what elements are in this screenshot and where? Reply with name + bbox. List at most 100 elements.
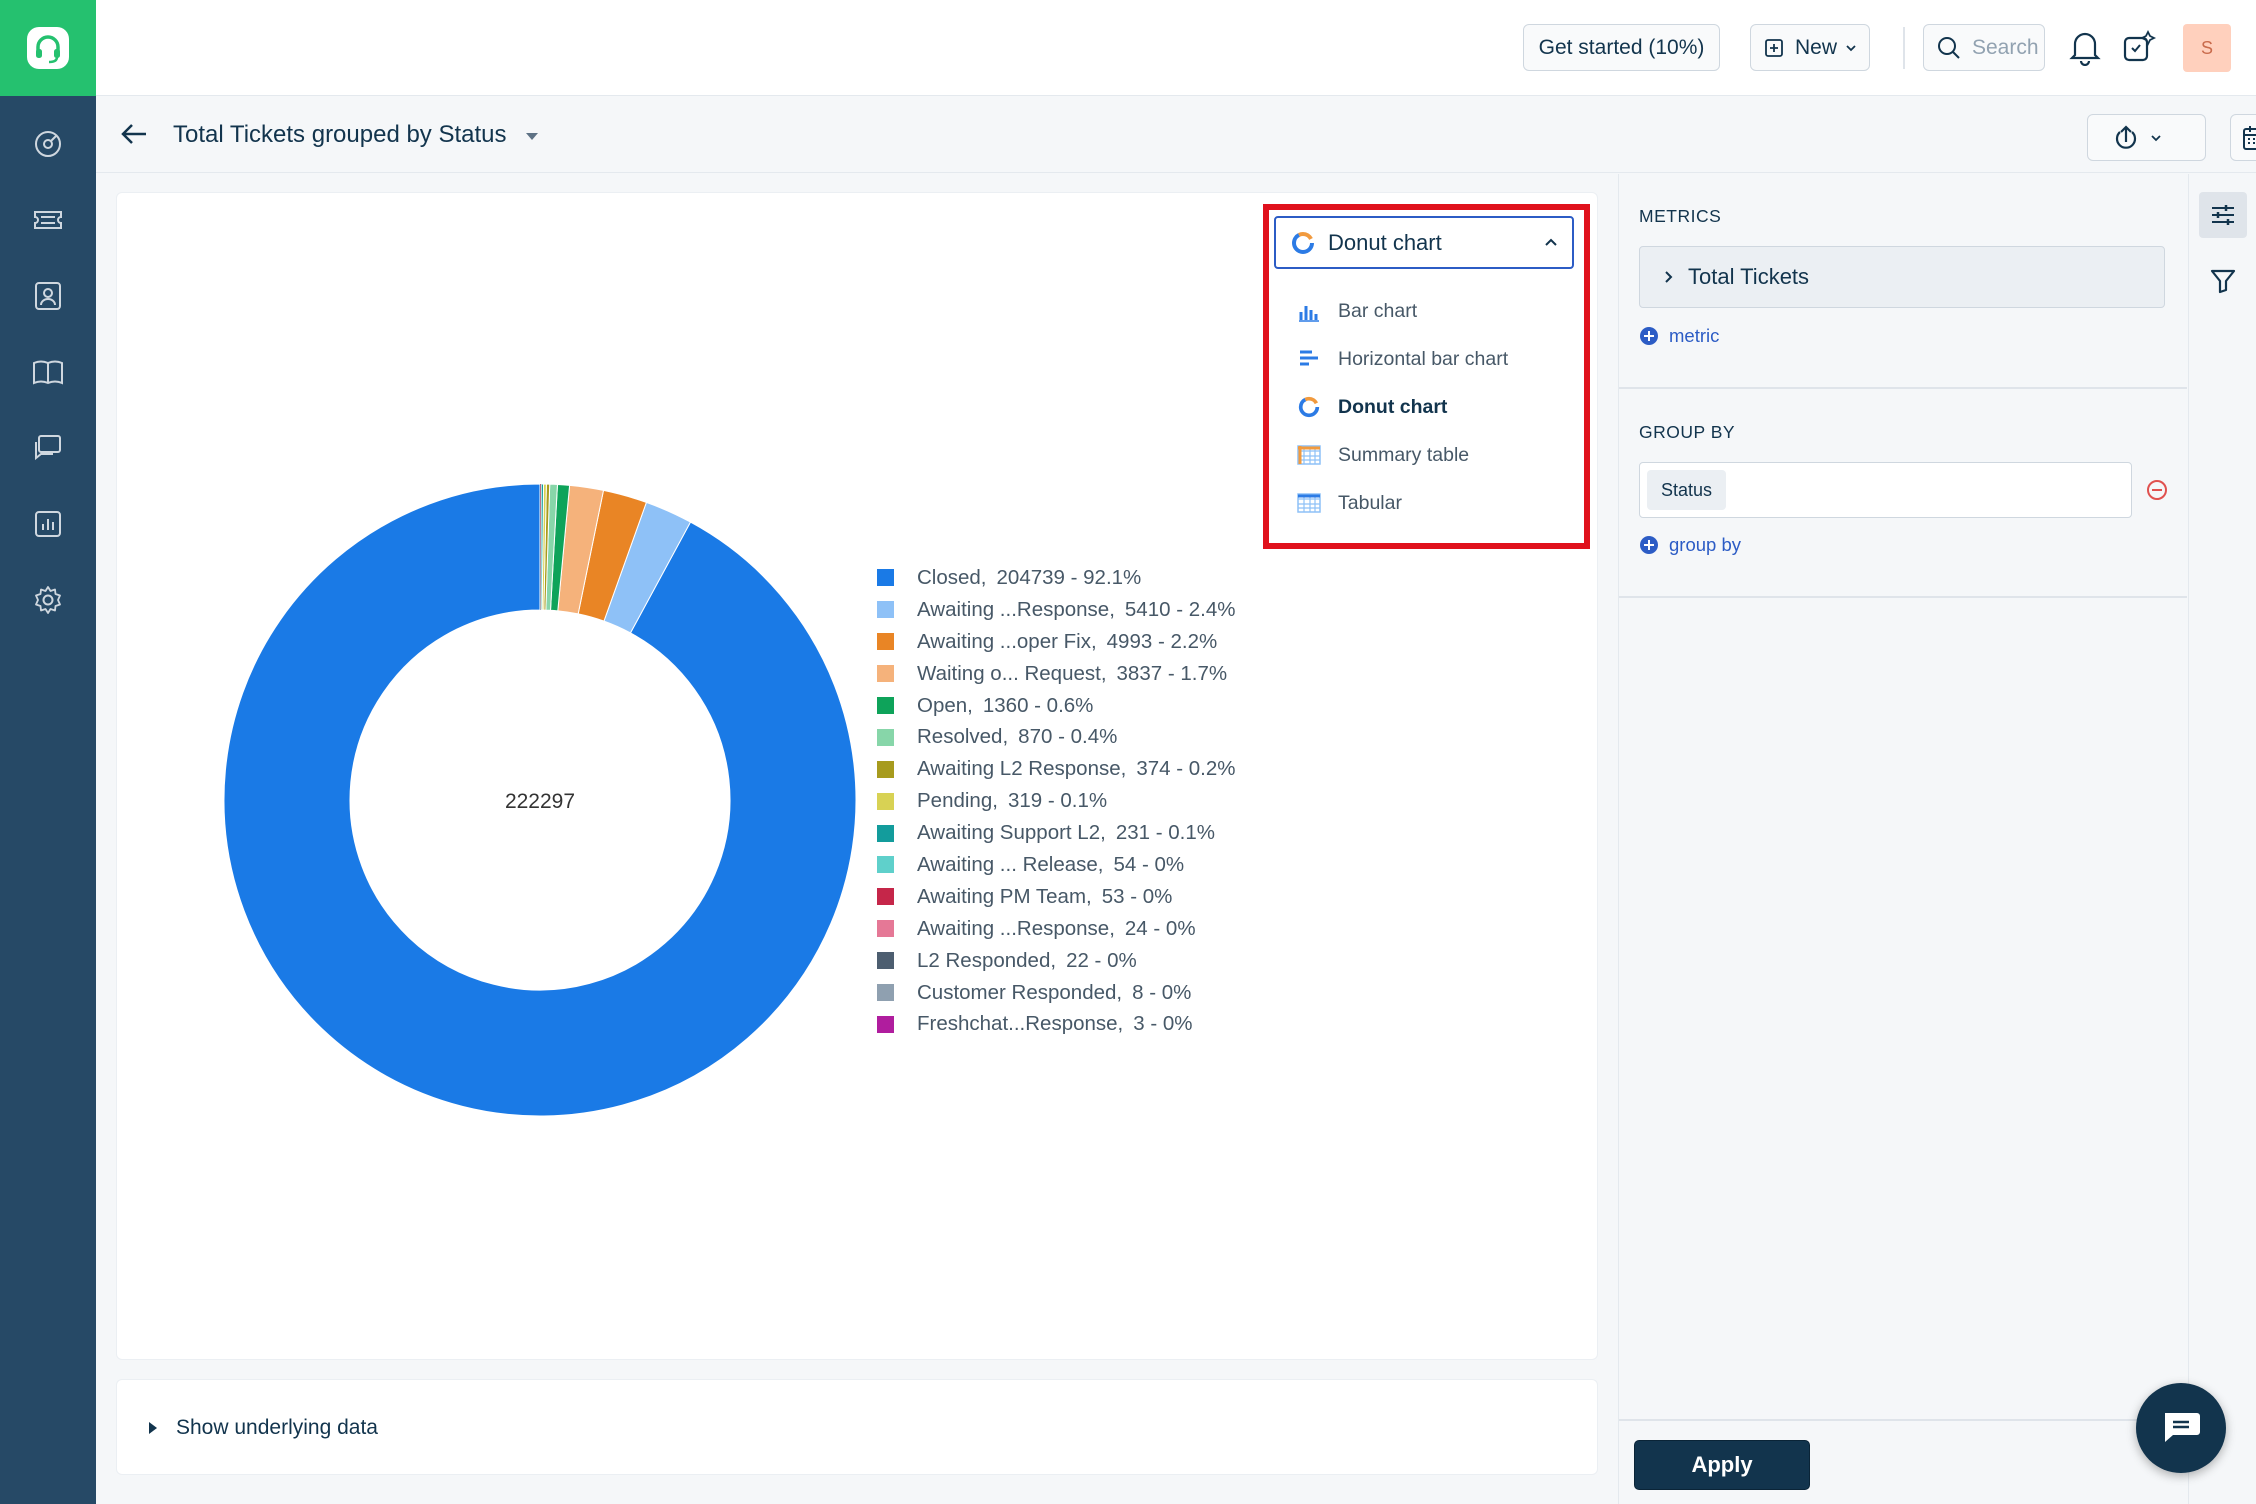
chevron-down-icon	[1846, 44, 1856, 51]
remove-groupby-icon[interactable]	[2146, 479, 2168, 506]
groupby-chip[interactable]: Status	[1647, 470, 1727, 510]
donut-slice[interactable]	[223, 483, 857, 1117]
chat-bubble-icon	[2165, 1413, 2200, 1442]
chart-option-tabular[interactable]: Tabular	[1274, 480, 1576, 526]
legend-value: 22 - 0%	[1066, 948, 1137, 972]
tickets-icon[interactable]	[28, 200, 68, 240]
report-subheader: Total Tickets grouped by Status	[96, 97, 2256, 173]
add-metric-link[interactable]: metric	[1639, 325, 1719, 347]
legend-item[interactable]: Freshchat...Response, 3 - 0%	[877, 1008, 1235, 1040]
legend-label: Resolved,	[917, 725, 1009, 749]
horizontal-bar-chart-icon	[1296, 346, 1322, 372]
highlight-box	[1263, 204, 1590, 549]
legend-item[interactable]: Awaiting L2 Response, 374 - 0.2%	[877, 753, 1235, 785]
donut-chart: 222297	[223, 483, 857, 1117]
chevron-up-icon	[1545, 238, 1557, 246]
legend-swatch	[877, 760, 894, 778]
report-config-panel: METRICS Total Tickets metric GROUP BY St…	[1618, 174, 2187, 1504]
export-button[interactable]	[2087, 114, 2206, 161]
legend-item[interactable]: Resolved, 870 - 0.4%	[877, 721, 1235, 753]
legend-label: Awaiting Support L2,	[917, 821, 1106, 845]
footer-divider	[1619, 1419, 2187, 1421]
chart-option-bar[interactable]: Bar chart	[1274, 288, 1576, 334]
side-toolbar	[2188, 174, 2256, 1504]
legend-value: 4993 - 2.2%	[1106, 629, 1218, 653]
plus-box-icon	[1765, 38, 1783, 57]
solutions-book-icon[interactable]	[28, 352, 68, 392]
contacts-icon[interactable]	[28, 276, 68, 316]
legend-value: 5410 - 2.4%	[1124, 597, 1236, 621]
page-title[interactable]: Total Tickets grouped by Status	[173, 121, 539, 149]
bar-chart-icon	[1296, 298, 1322, 324]
get-started-label: Get started (10%)	[1538, 35, 1705, 59]
legend-swatch	[877, 569, 894, 587]
legend-item[interactable]: Awaiting ...Response, 24 - 0%	[877, 913, 1235, 945]
legend-item[interactable]: Awaiting ...oper Fix, 4993 - 2.2%	[877, 626, 1235, 658]
chart-type-select[interactable]: Donut chart	[1274, 216, 1574, 269]
chart-option-horizontal-bar[interactable]: Horizontal bar chart	[1274, 336, 1576, 382]
settings-gear-icon[interactable]	[28, 580, 68, 620]
legend-label: Waiting o... Request,	[917, 661, 1107, 685]
groupby-chip-label: Status	[1661, 479, 1713, 500]
legend-value: 231 - 0.1%	[1115, 821, 1215, 845]
legend-item[interactable]: Waiting o... Request, 3837 - 1.7%	[877, 658, 1235, 690]
legend-value: 3837 - 1.7%	[1116, 661, 1228, 685]
legend-value: 24 - 0%	[1124, 916, 1196, 940]
header-divider	[1903, 27, 1905, 69]
legend-item[interactable]: Pending, 319 - 0.1%	[877, 785, 1235, 817]
legend-label: Open,	[917, 693, 973, 717]
legend-swatch	[877, 856, 894, 874]
config-sliders-button[interactable]	[2199, 192, 2247, 238]
legend-label: Closed,	[917, 565, 987, 589]
chart-type-menu: Bar chart Horizontal bar chart Donut cha…	[1274, 270, 1576, 535]
freshdesk-logo[interactable]	[0, 0, 96, 96]
ai-sparkle-icon[interactable]	[2121, 28, 2159, 71]
legend-value: 53 - 0%	[1101, 884, 1173, 908]
legend-item[interactable]: Awaiting ...Response, 5410 - 2.4%	[877, 594, 1235, 626]
underlying-data-card[interactable]: Show underlying data	[116, 1379, 1598, 1475]
chat-widget-button[interactable]	[2136, 1383, 2226, 1473]
legend-item[interactable]: Awaiting PM Team, 53 - 0%	[877, 881, 1235, 913]
avatar-initial: S	[2200, 37, 2213, 58]
user-avatar[interactable]: S	[2183, 24, 2231, 72]
show-underlying-data-label: Show underlying data	[176, 1416, 378, 1439]
sliders-icon	[2212, 205, 2234, 225]
legend-item[interactable]: Customer Responded, 8 - 0%	[877, 977, 1235, 1009]
legend-item[interactable]: Awaiting Support L2, 231 - 0.1%	[877, 817, 1235, 849]
legend-item[interactable]: Open, 1360 - 0.6%	[877, 690, 1235, 722]
new-label: New	[1795, 35, 1838, 59]
chart-option-label: Bar chart	[1338, 299, 1418, 322]
search-button[interactable]: Search	[1923, 24, 2045, 71]
legend-item[interactable]: L2 Responded, 22 - 0%	[877, 945, 1235, 977]
caret-down-icon	[526, 132, 539, 140]
chart-option-donut[interactable]: Donut chart	[1274, 384, 1576, 430]
add-groupby-link[interactable]: group by	[1639, 534, 1741, 556]
filter-icon[interactable]	[2210, 268, 2236, 299]
apply-button[interactable]: Apply	[1634, 1440, 1810, 1490]
dashboard-icon[interactable]	[28, 124, 68, 164]
legend-label: Awaiting L2 Response,	[917, 757, 1127, 781]
chart-option-label: Tabular	[1338, 491, 1402, 514]
legend-value: 3 - 0%	[1133, 1012, 1193, 1036]
new-button[interactable]: New	[1750, 24, 1870, 71]
forums-icon[interactable]	[28, 428, 68, 468]
get-started-button[interactable]: Get started (10%)	[1523, 24, 1720, 71]
legend-item[interactable]: Closed, 204739 - 92.1%	[877, 562, 1235, 594]
legend-item[interactable]: Awaiting ... Release, 54 - 0%	[877, 849, 1235, 881]
legend-swatch	[877, 665, 894, 683]
chart-type-selected: Donut chart	[1328, 229, 1442, 255]
donut-slice[interactable]	[540, 484, 541, 611]
donut-slice[interactable]	[540, 483, 545, 611]
legend-value: 204739 - 92.1%	[996, 565, 1142, 589]
metric-item[interactable]: Total Tickets	[1639, 246, 2165, 308]
chart-option-summary-table[interactable]: Summary table	[1274, 432, 1576, 478]
analytics-icon[interactable]	[28, 504, 68, 544]
metrics-title: METRICS	[1639, 206, 1722, 226]
notifications-bell-icon[interactable]	[2068, 28, 2102, 71]
apply-label: Apply	[1691, 1452, 1753, 1477]
schedule-button[interactable]	[2230, 114, 2256, 161]
chart-option-label: Donut chart	[1338, 395, 1448, 418]
groupby-field[interactable]: Status	[1639, 462, 2132, 518]
donut-slice[interactable]	[540, 484, 542, 611]
back-arrow-icon[interactable]	[120, 119, 150, 154]
